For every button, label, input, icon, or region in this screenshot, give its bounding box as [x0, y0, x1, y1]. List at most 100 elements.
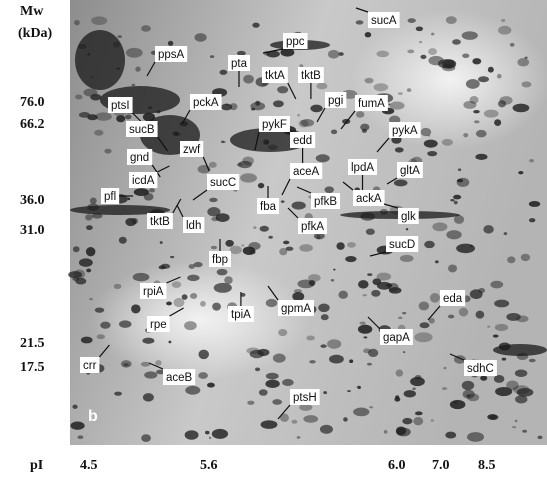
spot — [428, 55, 444, 66]
spot — [403, 390, 416, 398]
spot — [280, 48, 295, 57]
protein-label: ackA — [356, 193, 382, 205]
spot — [343, 417, 348, 422]
label-box — [108, 97, 133, 113]
protein-label: aceB — [166, 372, 193, 384]
spot — [204, 430, 210, 435]
spot — [357, 386, 361, 390]
spot — [457, 168, 462, 172]
spot — [338, 52, 344, 56]
spot — [428, 317, 435, 324]
spot — [188, 264, 195, 269]
spot — [132, 272, 150, 282]
label-box — [278, 300, 315, 316]
spot — [461, 31, 478, 40]
label-box — [464, 360, 497, 376]
spot — [528, 358, 536, 363]
spot — [324, 186, 334, 194]
spot — [77, 435, 84, 440]
spot — [475, 153, 488, 160]
spot — [501, 19, 506, 23]
protein-label: eda — [443, 293, 463, 305]
label-box — [325, 92, 347, 108]
spot — [141, 25, 151, 32]
spot — [349, 359, 354, 364]
protein-label: gltA — [400, 165, 420, 177]
spot — [428, 48, 438, 56]
spot — [462, 53, 470, 58]
spot — [327, 339, 342, 349]
spot — [420, 54, 427, 60]
spot — [458, 307, 469, 317]
arrow — [169, 307, 184, 317]
arrow — [181, 109, 191, 125]
label-box — [180, 141, 204, 157]
spot — [90, 93, 102, 101]
spot — [423, 139, 438, 148]
spot — [224, 276, 233, 285]
label-box — [440, 290, 466, 306]
spot — [190, 293, 198, 299]
spot — [521, 81, 532, 88]
spot — [518, 170, 524, 175]
spot — [279, 413, 289, 423]
arrow — [202, 156, 210, 172]
spot — [300, 118, 315, 127]
protein-label: gapA — [383, 332, 410, 344]
spot — [475, 310, 485, 319]
spot — [277, 86, 289, 94]
spot — [490, 280, 504, 289]
spot — [367, 273, 373, 276]
spot — [358, 280, 369, 289]
pi-label: 8.5 — [478, 458, 496, 473]
spot — [292, 291, 305, 301]
spot — [492, 334, 499, 338]
spot — [389, 101, 405, 110]
spot — [167, 40, 174, 46]
mw-label: 36.0 — [20, 193, 45, 208]
panel-label: b — [88, 408, 98, 425]
spot — [487, 66, 494, 73]
spot — [242, 246, 256, 255]
arrow — [281, 178, 291, 196]
spot — [208, 161, 217, 168]
spot — [364, 32, 372, 38]
label-box — [163, 369, 196, 385]
spot — [430, 419, 434, 422]
spot — [219, 69, 228, 75]
spot — [494, 119, 502, 127]
spot — [427, 151, 438, 157]
protein-label: sucD — [389, 239, 415, 251]
spot — [456, 243, 476, 254]
spot — [499, 96, 513, 105]
spot — [85, 214, 93, 221]
spot — [89, 197, 97, 205]
spot — [402, 311, 407, 315]
spot — [388, 287, 402, 294]
spot — [363, 336, 368, 339]
spot — [78, 112, 91, 118]
spot — [259, 225, 269, 232]
arrow — [449, 353, 465, 361]
protein-label: sucC — [210, 177, 236, 189]
spot — [506, 312, 521, 321]
mw-label: 17.5 — [20, 360, 45, 375]
arrow — [342, 181, 354, 191]
protein-label: pfkB — [314, 196, 337, 208]
spot — [441, 387, 448, 391]
spot — [229, 245, 242, 255]
spot — [414, 332, 433, 343]
spot — [360, 123, 370, 131]
label-box — [311, 193, 341, 209]
spot — [68, 271, 83, 279]
spot — [366, 362, 373, 366]
protein-label: pfkA — [301, 221, 324, 233]
spot — [170, 255, 175, 259]
pi-label: 4.5 — [80, 458, 98, 473]
spot — [135, 66, 141, 72]
spot — [330, 129, 338, 135]
spot — [307, 274, 321, 282]
spot — [253, 226, 257, 230]
spot — [131, 83, 136, 87]
spot — [125, 217, 137, 227]
